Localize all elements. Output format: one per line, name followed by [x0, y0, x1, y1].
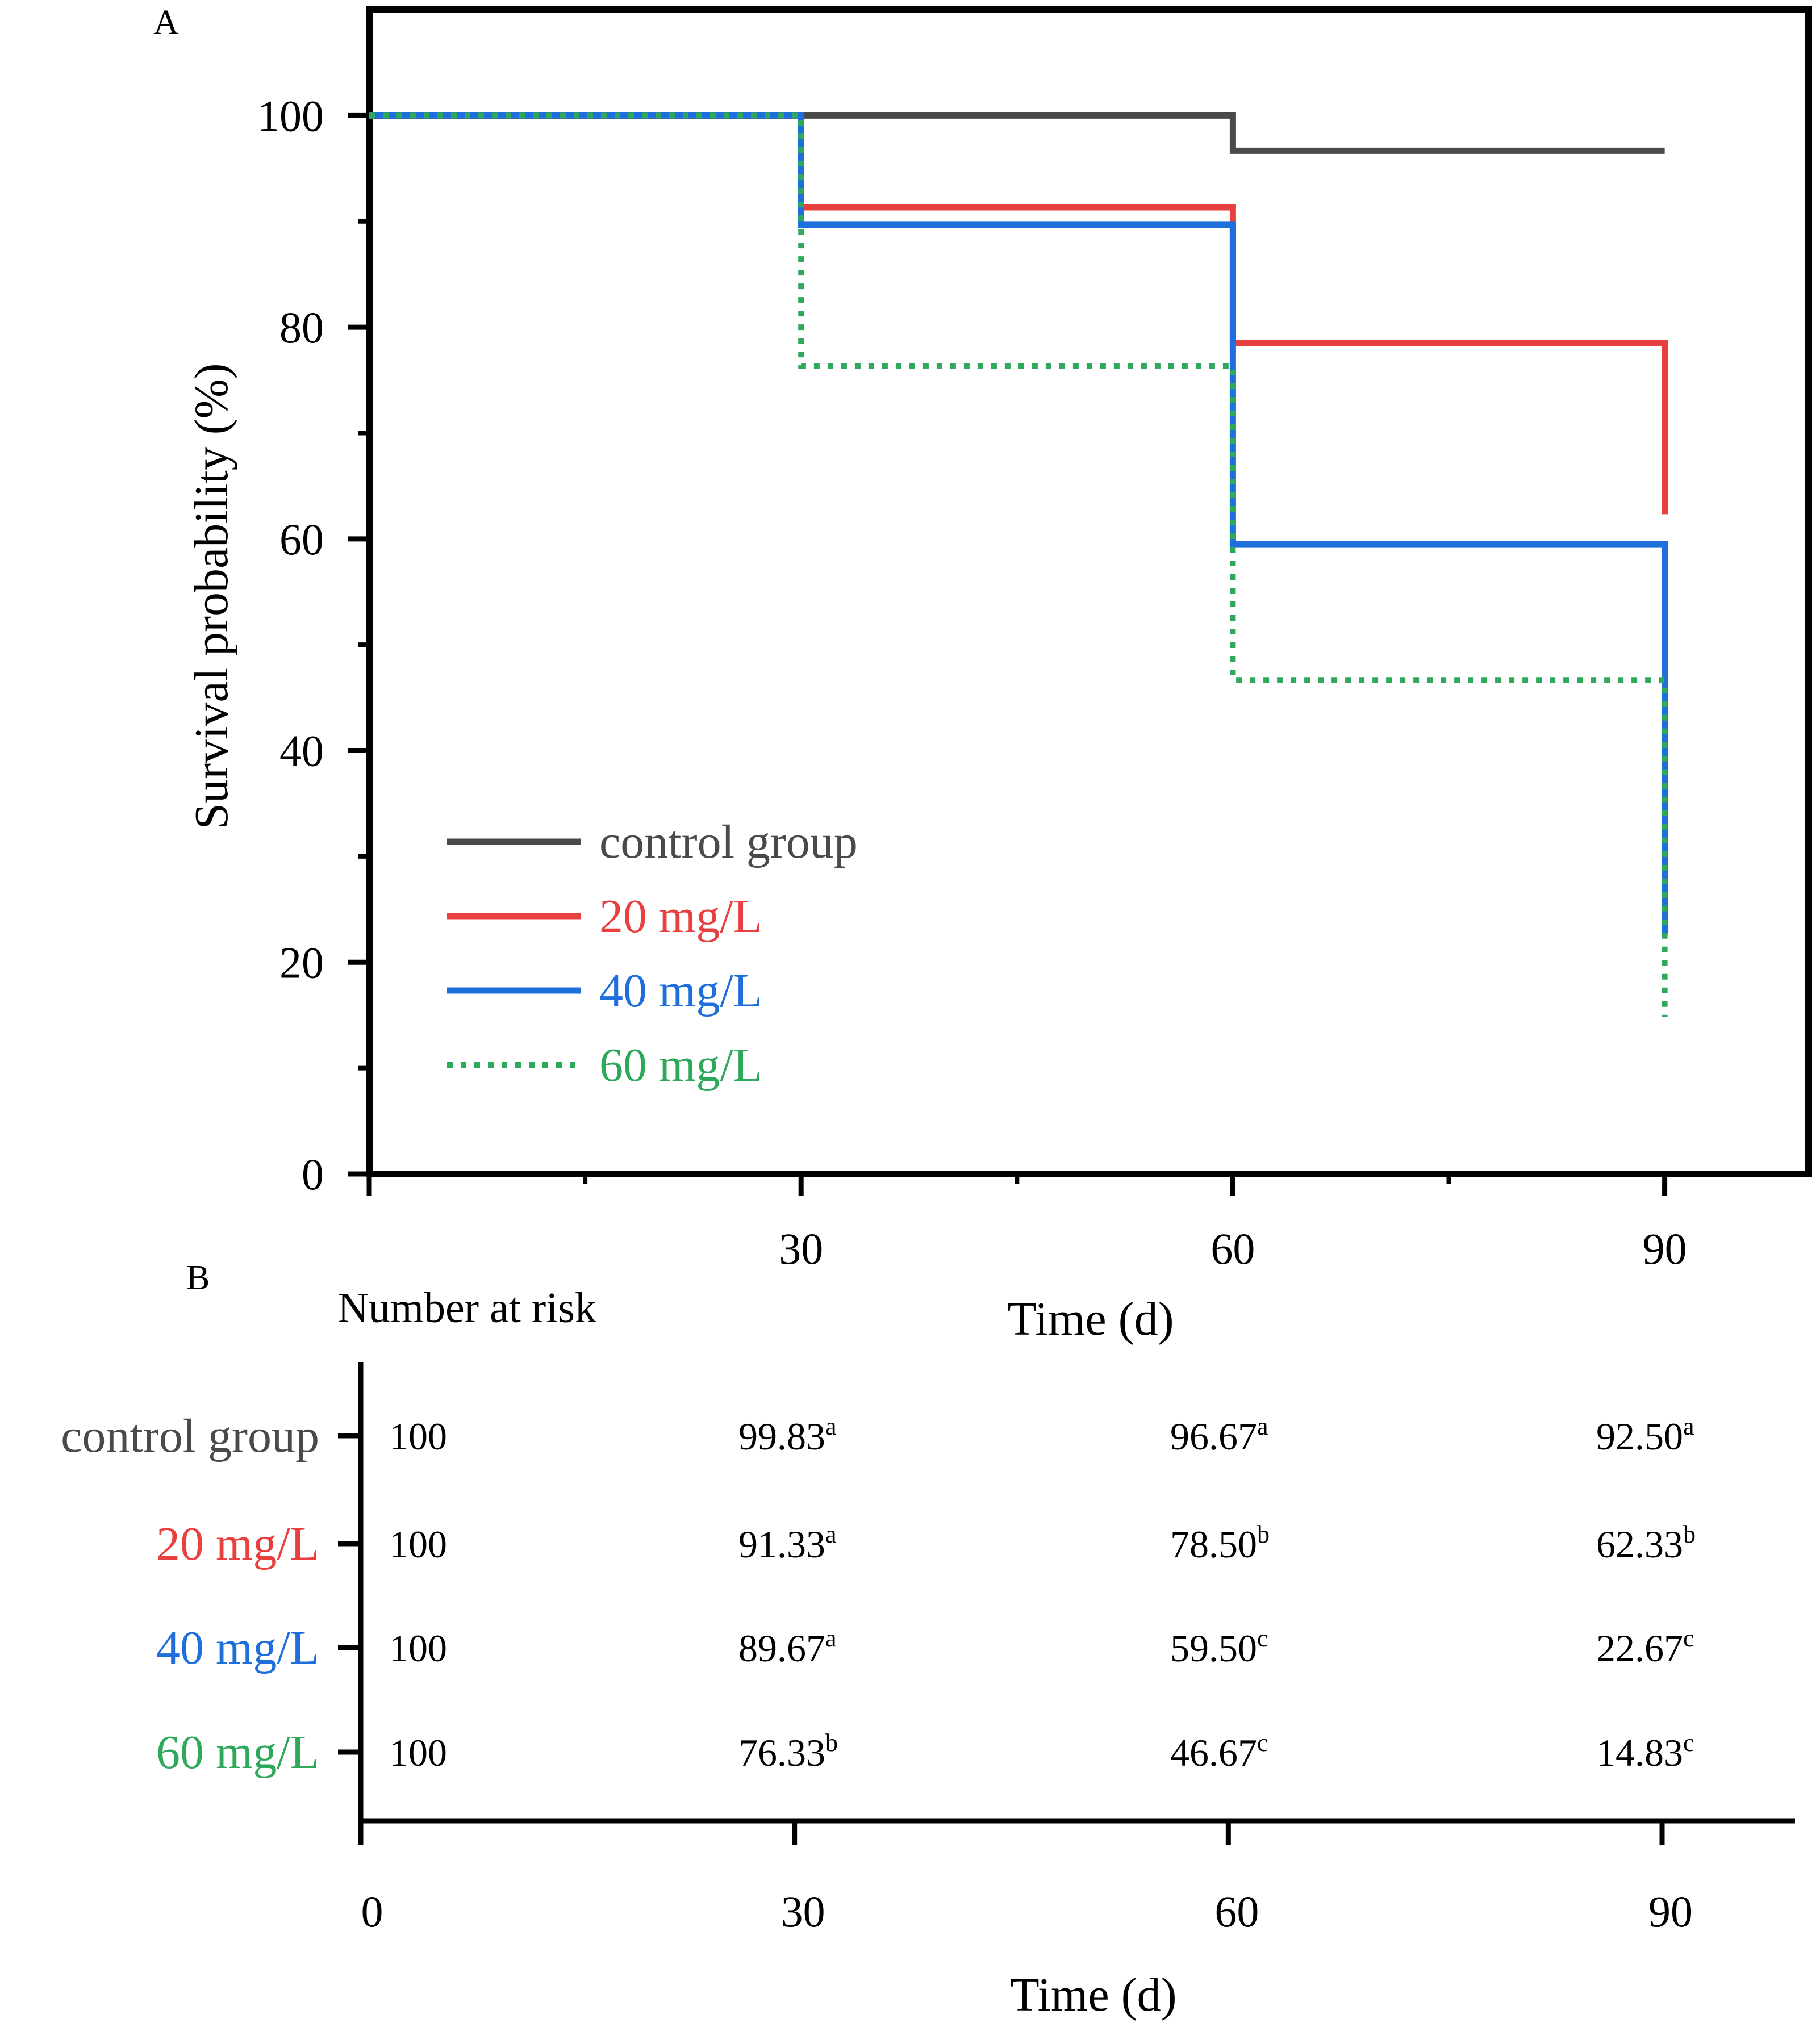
table-x-tick-label: 0: [361, 1887, 383, 1936]
legend-label: 40 mg/L: [599, 964, 762, 1017]
legend-label: 20 mg/L: [599, 890, 762, 943]
table-cell: 100: [389, 1627, 447, 1670]
table-cell: 46.67c: [1170, 1729, 1268, 1774]
table-x-tick-label: 60: [1214, 1887, 1259, 1936]
table-cell-value: 91.33: [738, 1523, 825, 1566]
plot-frame: [366, 6, 1812, 1177]
series-line: [369, 112, 1668, 515]
table-cell: 92.50a: [1596, 1412, 1694, 1458]
table-cell-superscript: c: [1683, 1729, 1694, 1757]
table-cell-superscript: b: [1683, 1520, 1696, 1548]
series-line: [369, 112, 1668, 1017]
table-cell-value: 92.50: [1596, 1415, 1683, 1458]
table-cell: 14.83c: [1596, 1729, 1694, 1774]
y-tick-label: 0: [302, 1150, 324, 1199]
table-cell-superscript: a: [1683, 1412, 1694, 1440]
y-tick-label: 40: [279, 726, 324, 776]
table-x-axis-ticks: 0 30 60 90: [358, 1821, 1693, 1936]
table-cell-superscript: c: [1257, 1729, 1268, 1757]
y-tick-label: 20: [279, 938, 324, 987]
table-x-axis-label: Time (d): [1010, 1969, 1176, 2021]
table-cell: 99.83a: [738, 1412, 837, 1458]
table-cell-superscript: a: [825, 1520, 837, 1548]
x-tick-label: 90: [1643, 1224, 1687, 1273]
series-line: [369, 112, 1668, 934]
table-cell-value: 62.33: [1596, 1523, 1683, 1566]
table-cell: 22.67c: [1596, 1624, 1694, 1670]
legend-label: control group: [599, 816, 858, 868]
table-row-label: 20 mg/L: [156, 1518, 319, 1570]
table-cell-value: 78.50: [1170, 1523, 1257, 1566]
table-cell-superscript: a: [825, 1412, 837, 1440]
table-cell-value: 46.67: [1170, 1731, 1257, 1774]
table-row-label: 60 mg/L: [156, 1726, 319, 1779]
table-cell-superscript: c: [1683, 1624, 1694, 1652]
table-cell: 91.33a: [738, 1520, 837, 1566]
table-cell: 78.50b: [1170, 1520, 1270, 1566]
y-tick-label: 60: [279, 515, 324, 564]
table-cell-value: 100: [389, 1731, 447, 1774]
table-cell-value: 99.83: [738, 1415, 825, 1458]
table-cell-value: 76.33: [738, 1731, 825, 1774]
table-cell: 100: [389, 1523, 447, 1566]
legend-label: 60 mg/L: [599, 1039, 762, 1092]
table-cell-value: 100: [389, 1627, 447, 1670]
table-cell: 62.33b: [1596, 1520, 1696, 1566]
table-cell-superscript: c: [1257, 1624, 1268, 1652]
table-cell-value: 59.50: [1170, 1627, 1257, 1670]
table-cell-superscript: a: [1257, 1412, 1268, 1440]
table-cell-value: 100: [389, 1523, 447, 1566]
table-cell-value: 96.67: [1170, 1415, 1257, 1458]
y-axis-label: Survival probability (%): [185, 363, 238, 829]
panel-b: B Number at risk 0 30 60 90 control group 10…: [61, 1259, 1795, 2021]
x-axis-ticks: 30 60 90: [366, 1174, 1687, 1273]
table-cell: 76.33b: [738, 1729, 838, 1774]
panel-a-label: A: [153, 3, 179, 42]
table-cell-value: 22.67: [1596, 1627, 1683, 1670]
table-row-label: control group: [61, 1410, 319, 1462]
table-x-tick-label: 30: [781, 1887, 825, 1936]
y-tick-label: 100: [257, 91, 324, 140]
legend: control group 20 mg/L 40 mg/L 60 mg/L: [447, 816, 858, 1092]
panel-b-label: B: [186, 1259, 210, 1297]
table-cell-value: 14.83: [1596, 1731, 1683, 1774]
survival-curves: [369, 112, 1668, 1017]
table-cell-value: 89.67: [738, 1627, 825, 1670]
table-cell: 89.67a: [738, 1624, 837, 1670]
table-cell-value: 100: [389, 1415, 447, 1458]
table-cell: 59.50c: [1170, 1624, 1268, 1670]
x-axis-label: Time (d): [1007, 1293, 1174, 1345]
panel-a: A 0 20 40 60 80 100 30 60 90 Survival probabili…: [153, 3, 1812, 1345]
table-cell-superscript: b: [1257, 1520, 1270, 1548]
x-tick-label: 60: [1210, 1224, 1255, 1273]
x-tick-label: 30: [779, 1224, 823, 1273]
number-at-risk-title: Number at risk: [337, 1284, 596, 1332]
table-cell: 100: [389, 1415, 447, 1458]
table-cell-superscript: a: [825, 1624, 837, 1652]
table-row-label: 40 mg/L: [156, 1621, 319, 1674]
table-cell: 96.67a: [1170, 1412, 1268, 1458]
y-axis-ticks: 0 20 40 60 80 100: [257, 91, 369, 1199]
table-x-tick-label: 90: [1648, 1887, 1693, 1936]
table-cell: 100: [389, 1731, 447, 1774]
y-tick-label: 80: [279, 303, 324, 352]
series-line: [369, 112, 1665, 154]
table-cell-superscript: b: [825, 1729, 838, 1757]
